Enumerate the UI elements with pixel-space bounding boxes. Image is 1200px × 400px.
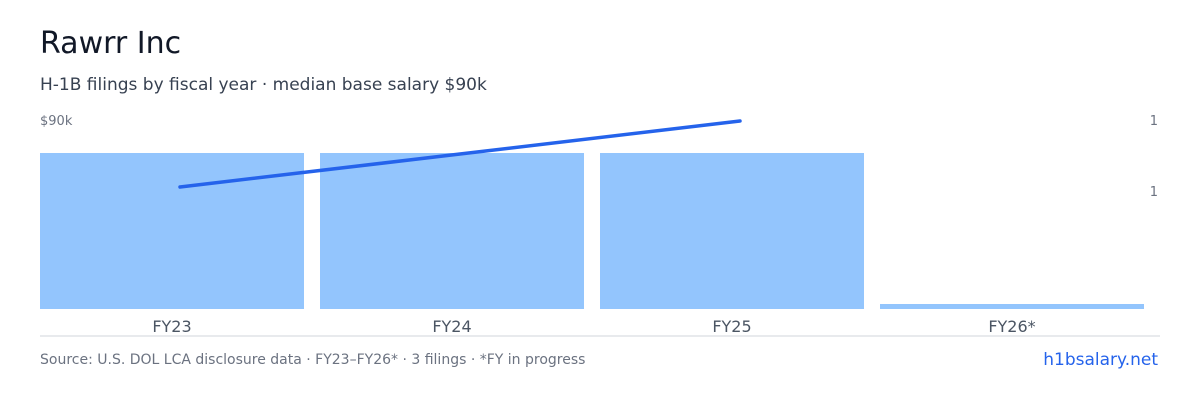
bar-fy25 [600, 153, 864, 309]
y-right-tick-label: 1 [1150, 185, 1158, 200]
y-right-tick-label: 1 [1150, 114, 1158, 129]
chart-title: Rawrr Inc [40, 26, 182, 61]
source-note: Source: U.S. DOL LCA disclosure data · F… [40, 352, 586, 368]
x-tick-label: FY25 [712, 317, 751, 336]
x-tick-label: FY23 [152, 317, 191, 336]
y-left-tick-label: $90k [40, 114, 73, 129]
site-link[interactable]: h1bsalary.net [1043, 350, 1158, 370]
chart-subtitle: H-1B filings by fiscal year · median bas… [40, 75, 487, 95]
x-tick-label: FY26* [988, 317, 1035, 336]
x-tick-label: FY24 [432, 317, 471, 336]
bar-fy24 [320, 153, 584, 309]
bar-fy26 [880, 304, 1144, 309]
salary-line [178, 119, 742, 189]
